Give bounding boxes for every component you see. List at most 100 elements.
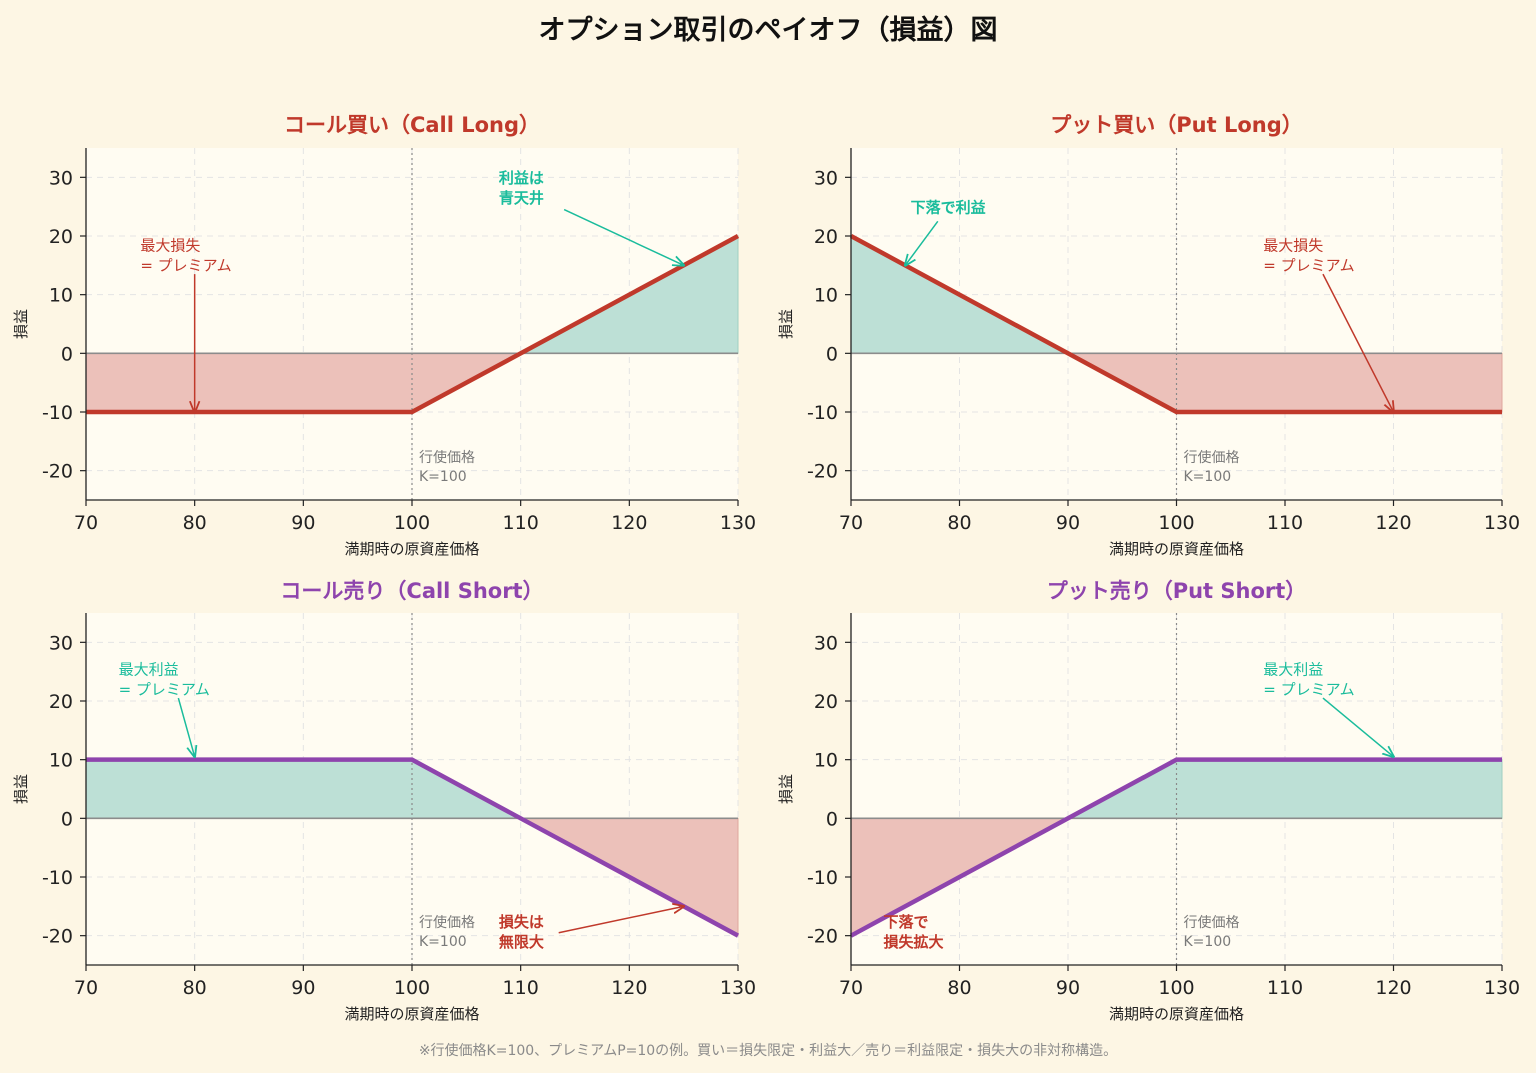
x-tick-label: 100 xyxy=(1158,977,1194,999)
annotation-text: 利益は xyxy=(499,169,544,187)
chart-title: コール売り（Call Short） xyxy=(280,579,543,603)
x-axis-label: 満期時の原資産価格 xyxy=(344,540,479,558)
annotation-text: = プレミアム xyxy=(140,257,231,275)
annotation-text: 下落で xyxy=(884,913,929,931)
y-axis-label: 損益 xyxy=(777,309,795,339)
annotation-text: = プレミアム xyxy=(119,681,210,699)
strike-label: 行使価格 xyxy=(419,449,475,466)
x-tick-label: 90 xyxy=(1056,977,1080,999)
x-tick-label: 80 xyxy=(947,977,971,999)
x-tick-label: 70 xyxy=(839,977,863,999)
y-tick-label: -10 xyxy=(42,402,73,424)
x-tick-label: 100 xyxy=(394,512,430,534)
x-tick-label: 90 xyxy=(1056,512,1080,534)
x-tick-label: 130 xyxy=(720,512,756,534)
chart-put-short: 行使価格 K=100 70 80 90 100 110 120 130 -20 -10 0 10 20 30… xyxy=(777,579,1520,1023)
chart-title: コール買い（Call Long） xyxy=(284,113,540,137)
y-tick-label: 10 xyxy=(49,285,73,307)
annotation-text: 下落で利益 xyxy=(911,199,986,217)
page-title: オプション取引のペイオフ（損益）図 xyxy=(538,15,998,46)
annotation-text: 最大損失 xyxy=(1263,237,1323,255)
x-axis-label: 満期時の原資産価格 xyxy=(1109,1005,1244,1023)
chart-title: プット買い（Put Long） xyxy=(1050,113,1302,137)
annotation-arrow xyxy=(1322,697,1394,757)
annotation-text: 最大利益 xyxy=(1263,661,1323,679)
strike-label: K=100 xyxy=(1184,469,1232,485)
x-tick-label: 130 xyxy=(1484,977,1520,999)
payoff-line xyxy=(849,757,1502,938)
y-tick-label: -20 xyxy=(42,926,73,948)
y-tick-label: 20 xyxy=(49,691,73,713)
x-tick-label: 120 xyxy=(1375,512,1411,534)
x-tick-label: 130 xyxy=(1484,512,1520,534)
x-tick-label: 90 xyxy=(291,512,315,534)
x-tick-label: 110 xyxy=(1267,977,1303,999)
strike-label: 行使価格 xyxy=(419,914,475,931)
y-tick-label: 10 xyxy=(814,750,838,772)
chart-call-long: 行使価格 K=100 70 80 90 100 110 120 130 -20 -10 0 10 20 30… xyxy=(12,113,756,558)
y-tick-label: 0 xyxy=(61,808,73,830)
y-tick-label: -20 xyxy=(42,461,73,483)
x-tick-label: 70 xyxy=(74,512,98,534)
y-axis-label: 損益 xyxy=(777,774,795,804)
annotation-text: = プレミアム xyxy=(1263,257,1354,275)
y-tick-label: 30 xyxy=(814,632,838,654)
y-tick-label: 10 xyxy=(814,285,838,307)
footnote: ※行使価格K=100、プレミアムP=10の例。買い＝損失限定・利益大／売り＝利益… xyxy=(418,1043,1118,1059)
y-tick-label: 20 xyxy=(814,226,838,248)
annotation-arrow xyxy=(905,220,939,265)
x-tick-label: 80 xyxy=(947,512,971,534)
annotation-text: = プレミアム xyxy=(1263,681,1354,699)
x-tick-label: 90 xyxy=(291,977,315,999)
x-tick-label: 110 xyxy=(503,977,539,999)
annotation-text: 損失は xyxy=(499,913,544,931)
y-tick-label: -20 xyxy=(807,461,838,483)
x-tick-label: 120 xyxy=(611,512,647,534)
y-tick-label: 30 xyxy=(814,167,838,189)
y-tick-label: 10 xyxy=(49,750,73,772)
strike-label: 行使価格 xyxy=(1184,449,1240,466)
x-tick-label: 100 xyxy=(394,977,430,999)
y-tick-label: 0 xyxy=(826,343,838,365)
x-axis-label: 満期時の原資産価格 xyxy=(1109,540,1244,558)
x-tick-label: 70 xyxy=(839,512,863,534)
x-axis-label: 満期時の原資産価格 xyxy=(344,1005,479,1023)
y-tick-label: -10 xyxy=(42,867,73,889)
y-tick-label: -10 xyxy=(807,867,838,889)
annotation-text: 最大利益 xyxy=(119,661,179,679)
annotation-arrow xyxy=(177,697,194,757)
chart-put-long: 行使価格 K=100 70 80 90 100 110 120 130 -20 -10 0 10 20 30… xyxy=(777,113,1520,558)
y-axis-label: 損益 xyxy=(12,309,30,339)
annotation-arrow xyxy=(563,208,684,266)
x-tick-label: 110 xyxy=(1267,512,1303,534)
strike-label: 行使価格 xyxy=(1184,914,1240,931)
y-tick-label: -10 xyxy=(807,402,838,424)
strike-label: K=100 xyxy=(419,469,467,485)
x-tick-label: 70 xyxy=(74,977,98,999)
annotation-arrow xyxy=(558,906,684,934)
x-tick-label: 110 xyxy=(503,512,539,534)
x-tick-label: 100 xyxy=(1158,512,1194,534)
annotation-text: 無限大 xyxy=(499,933,544,951)
annotation-text: 最大損失 xyxy=(140,237,200,255)
x-tick-label: 130 xyxy=(720,977,756,999)
y-axis-label: 損益 xyxy=(12,774,30,804)
strike-label: K=100 xyxy=(1184,934,1232,950)
annotation-arrow xyxy=(1322,273,1394,412)
chart-call-short: 行使価格 K=100 70 80 90 100 110 120 130 -20 -10 0 10 20 30… xyxy=(12,579,756,1023)
y-tick-label: 30 xyxy=(49,632,73,654)
x-tick-label: 120 xyxy=(1375,977,1411,999)
y-tick-label: 0 xyxy=(61,343,73,365)
y-tick-label: 20 xyxy=(49,226,73,248)
strike-label: K=100 xyxy=(419,934,467,950)
x-tick-label: 80 xyxy=(183,512,207,534)
x-tick-label: 80 xyxy=(183,977,207,999)
y-tick-label: 0 xyxy=(826,808,838,830)
chart-title: プット売り（Put Short） xyxy=(1047,579,1307,603)
annotation-text: 損失拡大 xyxy=(884,933,944,951)
y-tick-label: 30 xyxy=(49,167,73,189)
annotation-text: 青天井 xyxy=(499,189,544,207)
y-tick-label: 20 xyxy=(814,691,838,713)
x-tick-label: 120 xyxy=(611,977,647,999)
payoff-line xyxy=(86,757,740,938)
